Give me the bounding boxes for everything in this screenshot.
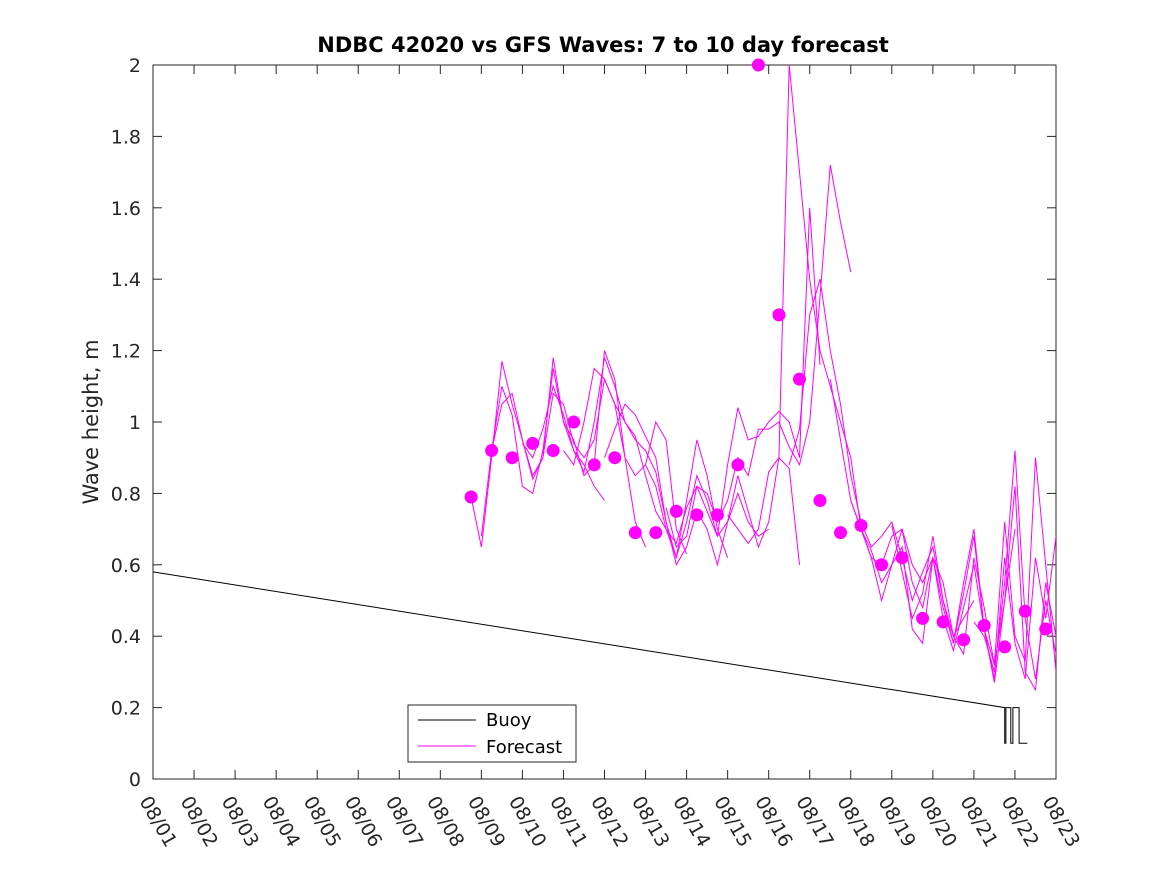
forecast-marker	[710, 508, 724, 522]
legend-buoy-label: Buoy	[486, 710, 532, 731]
forecast-marker	[772, 308, 786, 322]
forecast-marker	[854, 519, 868, 533]
forecast-line-run14	[932, 486, 1056, 692]
forecast-marker	[485, 444, 499, 458]
y-tick-label: 0	[129, 769, 141, 791]
y-tick-label: 1.2	[111, 341, 141, 363]
forecast-marker	[916, 611, 930, 625]
forecast-marker	[628, 526, 642, 540]
forecast-marker	[546, 444, 560, 458]
forecast-marker	[464, 490, 478, 504]
forecast-marker	[813, 494, 827, 508]
forecast-marker	[1018, 604, 1032, 618]
y-tick-label: 1.4	[111, 269, 141, 291]
forecast-line-run8	[665, 164, 852, 548]
y-tick-label: 1.8	[111, 126, 141, 148]
forecast-line-run6	[604, 403, 800, 567]
forecast-marker	[875, 558, 889, 572]
forecast-marker	[998, 640, 1012, 654]
forecast-marker	[690, 508, 704, 522]
forecast-marker	[936, 615, 950, 629]
plot-area	[153, 65, 1056, 779]
y-tick-label: 1.6	[111, 198, 141, 220]
forecast-marker	[792, 372, 806, 386]
y-tick-label: 0.6	[111, 555, 141, 577]
y-tick-label: 1	[129, 412, 141, 434]
forecast-marker	[608, 451, 622, 465]
forecast-line-run12	[850, 457, 1056, 672]
forecast-marker	[649, 526, 663, 540]
forecast-marker	[834, 526, 848, 540]
forecast-marker	[957, 633, 971, 647]
buoy-line	[152, 571, 1028, 744]
forecast-marker	[731, 458, 745, 472]
plot-background	[153, 65, 1056, 779]
legend: Buoy Forecast	[407, 704, 577, 763]
forecast-marker	[977, 618, 991, 632]
forecast-marker	[567, 415, 581, 429]
forecast-marker	[526, 436, 540, 450]
y-tick-label: 2	[129, 55, 141, 77]
forecast-line-run7	[645, 207, 821, 560]
legend-box	[407, 704, 577, 763]
forecast-line-run2	[480, 350, 646, 548]
marker-layer	[464, 58, 1053, 654]
chart-title: NDBC 42020 vs GFS Waves: 7 to 10 day for…	[317, 33, 888, 57]
y-tick-label: 0.2	[111, 698, 141, 720]
forecast-marker	[587, 458, 601, 472]
y-tick-label: 0.4	[111, 626, 141, 648]
forecast-marker	[669, 504, 683, 518]
series-layer	[152, 64, 1056, 744]
forecast-marker	[751, 58, 765, 72]
forecast-line-run9	[727, 64, 934, 584]
y-axis-label: Wave height, m	[79, 339, 103, 504]
forecast-marker	[1039, 622, 1053, 636]
legend-forecast-label: Forecast	[486, 737, 562, 758]
y-tick-label: 0.8	[111, 483, 141, 505]
forecast-marker	[505, 451, 519, 465]
forecast-marker	[895, 551, 909, 565]
